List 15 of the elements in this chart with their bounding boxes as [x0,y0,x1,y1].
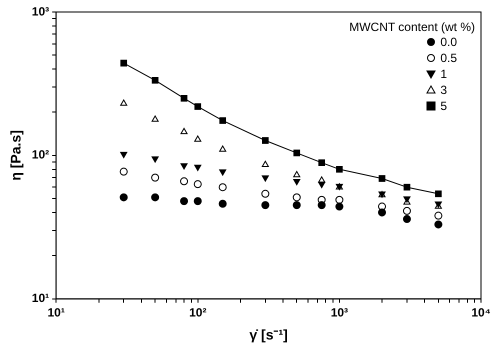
legend-label: 3 [440,83,447,97]
x-axis-title: γ̇ [s⁻¹] [249,326,288,342]
y-tick-label: 10² [32,148,50,162]
y-tick-label: 10³ [32,4,50,18]
x-tick-label: 10⁴ [471,305,491,320]
x-tick-label: 10¹ [47,305,65,320]
legend-label: 1 [440,67,447,81]
legend-label: 0.0 [440,35,457,49]
x-tick-label: 10² [189,305,206,320]
x-tick-label: 10³ [330,305,348,320]
y-axis-title: η [Pa.s] [7,130,24,181]
legend-title: MWCNT content (wt %) [349,20,475,34]
legend-label: 0.5 [440,51,457,65]
legend-label: 5 [440,99,447,113]
y-tick-label: 10¹ [32,291,50,306]
